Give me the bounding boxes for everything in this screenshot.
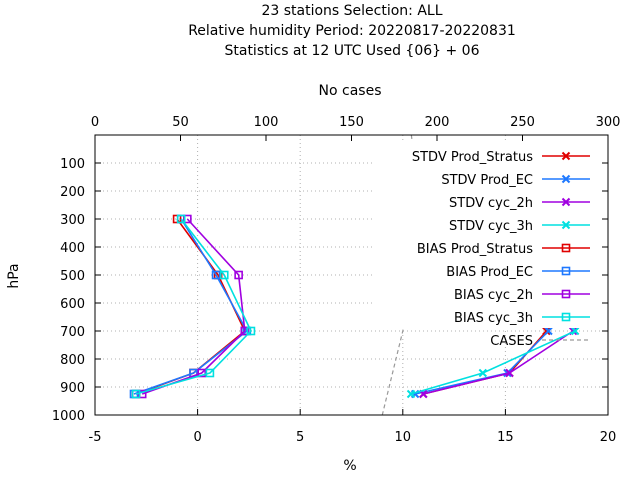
marker-stroke bbox=[561, 151, 571, 161]
legend-entry: STDV cyc_2h bbox=[449, 196, 590, 211]
legend-marker bbox=[561, 151, 571, 161]
y-tick-label: 400 bbox=[60, 241, 85, 256]
legend-entry: BIAS Prod_EC bbox=[446, 265, 590, 280]
legend-label: BIAS Prod_EC bbox=[446, 265, 533, 280]
marker-stroke bbox=[419, 389, 428, 399]
chart-title-line-2: Relative humidity Period: 20220817-20220… bbox=[188, 23, 516, 39]
data-point bbox=[240, 326, 250, 336]
y-tick-label: 700 bbox=[60, 325, 85, 340]
legend-marker bbox=[561, 197, 571, 207]
y-tick-label: 300 bbox=[60, 213, 85, 228]
y-axis-label: hPa bbox=[6, 263, 22, 288]
marker-stroke bbox=[570, 326, 580, 336]
series-bias-cyc-3h bbox=[131, 214, 256, 399]
chart-title-line-3: Statistics at 12 UTC Used {06} + 06 bbox=[224, 43, 479, 59]
data-point bbox=[234, 270, 243, 280]
series-line bbox=[133, 218, 248, 395]
y-tick-label: 1000 bbox=[52, 409, 85, 424]
x2-tick-label: 100 bbox=[254, 115, 279, 130]
data-point bbox=[211, 270, 221, 280]
marker-stroke bbox=[544, 326, 553, 336]
legend-background bbox=[375, 140, 607, 328]
x-tick-label: 15 bbox=[497, 430, 514, 445]
legend-entry: BIAS cyc_3h bbox=[454, 311, 590, 326]
legend-label: BIAS Prod_Stratus bbox=[417, 242, 533, 257]
marker-stroke bbox=[561, 197, 571, 207]
legend-label: STDV Prod_Stratus bbox=[412, 150, 533, 165]
legend-marker bbox=[561, 220, 571, 230]
data-point bbox=[131, 389, 141, 399]
x-tick-label: 10 bbox=[395, 430, 412, 445]
data-point bbox=[176, 214, 186, 224]
data-point bbox=[197, 368, 207, 378]
x-axis-label: % bbox=[343, 458, 356, 474]
data-point bbox=[505, 368, 514, 378]
x2-tick-label: 200 bbox=[425, 115, 450, 130]
legend-entry: BIAS Prod_Stratus bbox=[417, 242, 590, 257]
legend-entry: BIAS cyc_2h bbox=[454, 288, 590, 303]
legend-entry: STDV Prod_Stratus bbox=[412, 150, 590, 165]
legend-entry: CASES bbox=[490, 334, 590, 349]
data-point bbox=[406, 389, 416, 399]
legend-label: BIAS cyc_3h bbox=[454, 311, 533, 326]
x-tick-label: -5 bbox=[89, 430, 102, 445]
legend-label: STDV Prod_EC bbox=[441, 173, 533, 188]
series-line bbox=[135, 218, 252, 395]
y-tick-label: 800 bbox=[60, 353, 85, 368]
legend-marker bbox=[561, 289, 571, 299]
x2-tick-label: 50 bbox=[172, 115, 189, 130]
y-tick-label: 600 bbox=[60, 297, 85, 312]
y-tick-label: 200 bbox=[60, 185, 85, 200]
x2-tick-label: 0 bbox=[91, 115, 99, 130]
x-tick-label: 20 bbox=[600, 430, 617, 445]
series-line bbox=[135, 218, 246, 395]
data-point bbox=[542, 326, 551, 336]
legend-layer: STDV Prod_Stratus STDV Prod_EC STDV cyc_2h… bbox=[375, 140, 607, 349]
data-point bbox=[183, 214, 192, 224]
x2-tick-label: 150 bbox=[339, 115, 364, 130]
y-tick-label: 500 bbox=[60, 269, 85, 284]
series-line bbox=[141, 218, 246, 395]
x2-tick-label: 300 bbox=[596, 115, 621, 130]
legend-marker bbox=[561, 266, 571, 276]
data-point bbox=[544, 326, 553, 336]
legend-marker bbox=[561, 174, 571, 184]
data-point bbox=[205, 368, 215, 378]
chart-title-line-1: 23 stations Selection: ALL bbox=[261, 3, 442, 19]
y-tick-label: 100 bbox=[60, 157, 85, 172]
legend-entry: STDV cyc_3h bbox=[449, 219, 590, 234]
marker-stroke bbox=[406, 389, 416, 399]
marker-stroke bbox=[542, 326, 551, 336]
x-tick-label: 5 bbox=[296, 430, 304, 445]
legend-label: BIAS cyc_2h bbox=[454, 288, 533, 303]
x2-tick-label: 250 bbox=[510, 115, 535, 130]
marker-stroke bbox=[561, 174, 571, 184]
x-tick-label: 0 bbox=[193, 430, 201, 445]
legend-marker bbox=[561, 243, 571, 253]
marker-stroke bbox=[505, 368, 514, 378]
legend-label: STDV cyc_3h bbox=[449, 219, 533, 234]
marker-stroke bbox=[478, 368, 488, 378]
axes-layer: -5 0 5 10 15 200 50 100 150 200 250 300100200300400… bbox=[52, 115, 621, 445]
legend-marker bbox=[561, 312, 571, 322]
y-tick-label: 900 bbox=[60, 381, 85, 396]
legend-label: CASES bbox=[490, 334, 533, 349]
data-point bbox=[246, 326, 256, 336]
data-point bbox=[478, 368, 488, 378]
legend-entry: STDV Prod_EC bbox=[441, 173, 590, 188]
x2-axis-label: No cases bbox=[319, 83, 382, 99]
legend-label: STDV cyc_2h bbox=[449, 196, 533, 211]
marker-stroke bbox=[561, 220, 571, 230]
series-bias-cyc-2h bbox=[137, 214, 250, 399]
data-point bbox=[570, 326, 580, 336]
data-point bbox=[219, 270, 229, 280]
